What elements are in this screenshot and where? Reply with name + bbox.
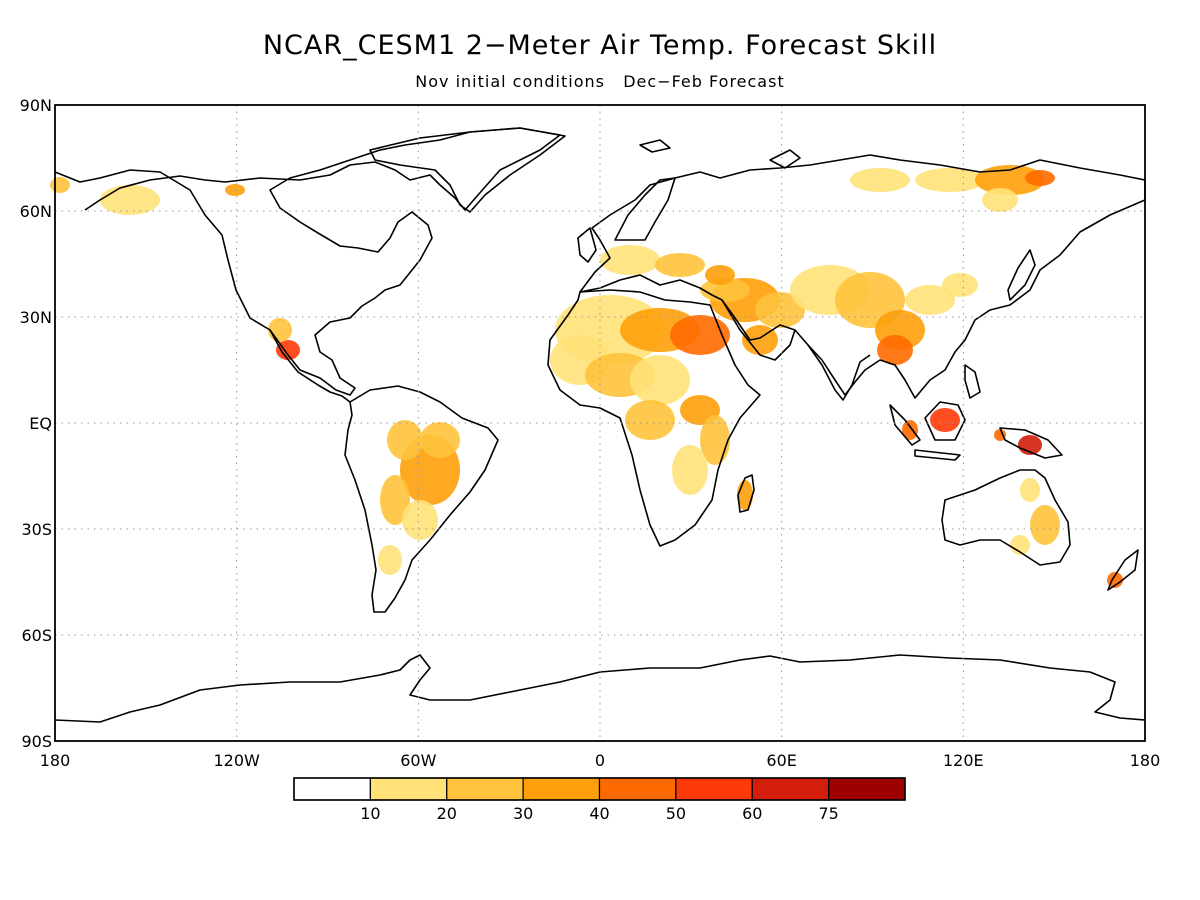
- colorbar-swatch: [675, 777, 753, 801]
- skill-region: [630, 355, 690, 405]
- java-coast: [914, 449, 961, 461]
- new-guinea-coast: [999, 427, 1063, 459]
- longitude-label: 60E: [766, 751, 796, 770]
- skill-region: [942, 273, 978, 297]
- colorbar-label: 10: [360, 804, 380, 823]
- skill-region: [670, 315, 730, 355]
- skill-region: [877, 335, 913, 365]
- novaya-zemlya-coast: [769, 149, 801, 169]
- skill-region: [975, 165, 1045, 195]
- skill-region: [387, 420, 423, 460]
- australia-coast: [941, 469, 1071, 566]
- sumatra-coast: [889, 404, 921, 446]
- antarctica-coast: [54, 654, 1146, 723]
- skill-region: [100, 185, 160, 215]
- philippines-coast: [964, 364, 981, 399]
- skill-region: [930, 408, 960, 432]
- svalbard-coast: [639, 139, 671, 153]
- skill-region: [905, 285, 955, 315]
- colorbar-border: [293, 777, 906, 801]
- skill-region: [982, 188, 1018, 212]
- latitude-label: EQ: [29, 414, 52, 433]
- colorbar-label: 75: [818, 804, 838, 823]
- skill-region: [225, 184, 245, 196]
- central-america-coast: [269, 329, 351, 403]
- colorbar-label: 50: [666, 804, 686, 823]
- longitude-label: 0: [595, 751, 605, 770]
- latitude-label: 60N: [20, 202, 52, 221]
- skill-region: [378, 545, 402, 575]
- latitude-label: 90S: [21, 732, 52, 751]
- skill-region: [994, 429, 1006, 441]
- latitude-label: 30N: [20, 308, 52, 327]
- skill-region: [850, 168, 910, 192]
- skill-region: [915, 168, 985, 192]
- skill-region: [1020, 478, 1040, 502]
- new-zealand-coast: [1107, 549, 1139, 591]
- eurasia-coast: [579, 154, 1146, 399]
- skill-region: [1030, 505, 1060, 545]
- latitude-label: 90N: [20, 96, 52, 115]
- skill-region: [1025, 170, 1055, 186]
- map-border: [54, 104, 1146, 742]
- skill-region: [402, 500, 438, 540]
- colorbar-label: 40: [589, 804, 609, 823]
- uk-coast: [577, 227, 597, 263]
- colorbar-swatch: [751, 777, 830, 801]
- skill-region: [380, 475, 410, 525]
- colorbar: 10 20 30 40 50 60 75: [293, 777, 906, 823]
- skill-shading-layer: [50, 165, 1123, 588]
- skill-region: [755, 292, 805, 328]
- skill-region: [625, 400, 675, 440]
- skill-region: [50, 177, 70, 193]
- longitude-labels: 180 120W 60W 0 60E 120E 180: [40, 751, 1161, 770]
- japan-coast: [1007, 249, 1036, 301]
- longitude-label: 120W: [213, 751, 260, 770]
- skill-region: [600, 245, 660, 275]
- colorbar-swatch: [522, 777, 601, 801]
- colorbar-swatch: [446, 777, 524, 801]
- south-america-coast: [344, 385, 499, 613]
- skill-region: [276, 340, 300, 360]
- skill-region: [1010, 535, 1030, 555]
- map-title: NCAR_CESM1 2−Meter Air Temp. Forecast Sk…: [263, 30, 937, 61]
- scandinavia-coast: [614, 177, 676, 241]
- skill-region: [705, 265, 735, 285]
- colorbar-swatch: [828, 777, 906, 801]
- latitude-labels: 90N 60N 30N EQ 30S 60S 90S: [20, 96, 52, 751]
- longitude-label: 180: [1130, 751, 1161, 770]
- colorbar-label: 30: [513, 804, 533, 823]
- longitude-label: 60W: [400, 751, 436, 770]
- longitude-label: 180: [40, 751, 71, 770]
- africa-coast: [547, 289, 761, 547]
- north-america-coast: [54, 127, 561, 396]
- longitude-label: 120E: [943, 751, 984, 770]
- colorbar-swatch: [369, 777, 448, 801]
- map-subtitle: Nov initial conditions Dec−Feb Forecast: [415, 72, 784, 91]
- skill-region: [902, 420, 918, 440]
- borneo-coast: [924, 401, 966, 441]
- greenland-coast: [369, 127, 566, 213]
- colorbar-label: 20: [437, 804, 457, 823]
- skill-region: [268, 318, 292, 342]
- colorbar-swatch: [598, 777, 677, 801]
- skill-region: [420, 422, 460, 458]
- colorbar-swatch: [293, 777, 371, 801]
- lat-lon-gridlines: [55, 105, 1145, 741]
- india-coast: [807, 344, 871, 401]
- colorbar-label: 60: [742, 804, 762, 823]
- madagascar-coast: [737, 474, 755, 513]
- arabia-coast: [721, 299, 796, 361]
- latitude-label: 60S: [21, 626, 52, 645]
- skill-region: [655, 253, 705, 277]
- skill-region: [672, 445, 708, 495]
- skill-region: [700, 415, 730, 465]
- latitude-label: 30S: [21, 520, 52, 539]
- coastlines: [54, 127, 1146, 723]
